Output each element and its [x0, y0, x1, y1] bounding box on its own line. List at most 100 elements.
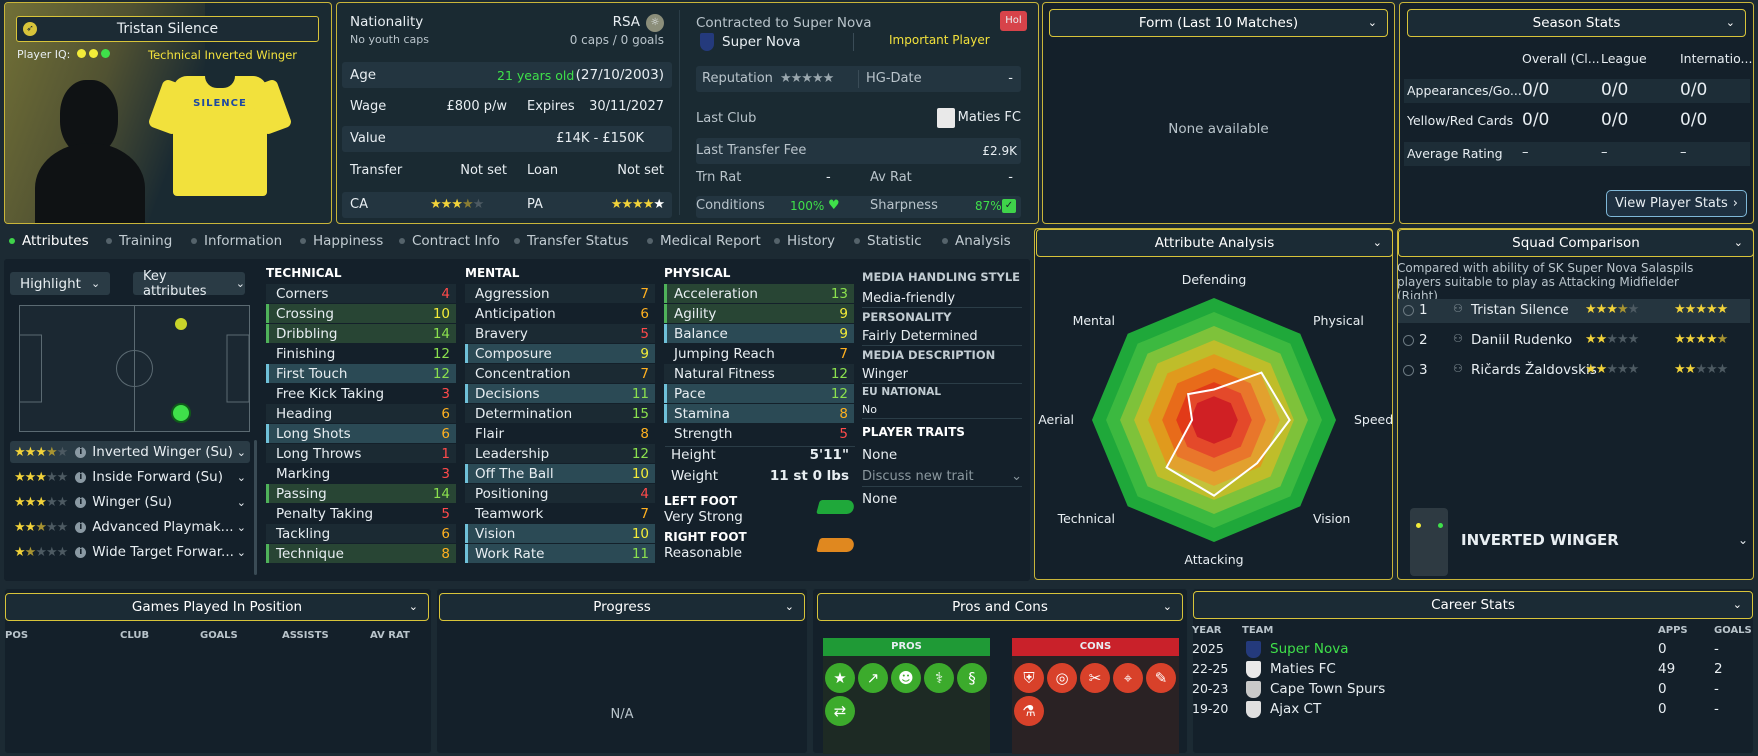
- attribute-row[interactable]: Jumping Reach 7: [664, 344, 854, 363]
- attribute-row[interactable]: First Touch 12: [266, 364, 456, 383]
- attribute-row[interactable]: Flair 8: [465, 424, 655, 443]
- attribute-row[interactable]: Off The Ball 10: [465, 464, 655, 483]
- attribute-row[interactable]: Technique 8: [266, 544, 456, 563]
- crosshair-con-icon[interactable]: ⌖: [1113, 663, 1143, 693]
- swirl-pro-icon[interactable]: §: [957, 663, 987, 693]
- club-name[interactable]: Super Nova: [722, 34, 801, 50]
- attribute-row[interactable]: Determination 15: [465, 404, 655, 423]
- tab-medical-report[interactable]: Medical Report: [647, 233, 761, 249]
- info-icon[interactable]: i: [75, 446, 87, 458]
- attribute-row[interactable]: Work Rate 11: [465, 544, 655, 563]
- attribute-row[interactable]: Finishing 12: [266, 344, 456, 363]
- career-row[interactable]: 19-20 Ajax CT 0 -: [1192, 700, 1752, 720]
- proscons-header[interactable]: Pros and Cons ⌄: [817, 593, 1183, 621]
- attribute-row[interactable]: Positioning 4: [465, 484, 655, 503]
- career-team[interactable]: Ajax CT: [1270, 701, 1322, 717]
- analysis-header[interactable]: Attribute Analysis ⌄: [1036, 229, 1393, 257]
- attribute-row[interactable]: Anticipation 6: [465, 304, 655, 323]
- career-row[interactable]: 2025 Super Nova 0 -: [1192, 640, 1752, 660]
- career-header[interactable]: Career Stats ⌄: [1193, 591, 1753, 619]
- squad-row[interactable]: 3 ⚇ Ričards Žaldovskis ★★★★★ ★★★★★: [1398, 359, 1750, 383]
- role-item[interactable]: ★★★★★ i Wide Target Forwar... ⌄: [10, 541, 250, 563]
- squad-row[interactable]: 1 ⚇ Tristan Silence ★★★★★ ★★★★★: [1398, 299, 1750, 323]
- role-item[interactable]: ★★★★★ i Winger (Su) ⌄: [10, 491, 250, 513]
- role-item[interactable]: ★★★★★ i Inside Forward (Su) ⌄: [10, 466, 250, 488]
- attribute-row[interactable]: Marking 3: [266, 464, 456, 483]
- tab-transfer-status[interactable]: Transfer Status: [514, 233, 629, 249]
- attribute-row[interactable]: Composure 9: [465, 344, 655, 363]
- attribute-row[interactable]: Long Shots 6: [266, 424, 456, 443]
- flask-con-icon[interactable]: ⚗: [1014, 696, 1044, 726]
- tab-analysis[interactable]: Analysis: [942, 233, 1011, 249]
- info-icon[interactable]: i: [75, 546, 87, 558]
- tab-contract-info[interactable]: Contract Info: [399, 233, 500, 249]
- attribute-row[interactable]: Penalty Taking 5: [266, 504, 456, 523]
- career-team[interactable]: Cape Town Spurs: [1270, 681, 1386, 697]
- attribute-row[interactable]: Tackling 6: [266, 524, 456, 543]
- progress-header[interactable]: Progress ⌄: [439, 593, 805, 621]
- attribute-row[interactable]: Vision 10: [465, 524, 655, 543]
- player-status-icon: ➶: [23, 22, 37, 36]
- attribute-row[interactable]: Stamina 8: [664, 404, 854, 423]
- attribute-row[interactable]: Natural Fitness 12: [664, 364, 854, 383]
- attribute-row[interactable]: Passing 14: [266, 484, 456, 503]
- attribute-row[interactable]: Bravery 5: [465, 324, 655, 343]
- view-player-stats-button[interactable]: View Player Stats ›: [1606, 190, 1747, 217]
- player-name-box[interactable]: ➶ Tristan Silence: [16, 16, 319, 42]
- squad-row[interactable]: 2 ⚇ Daniil Rudenko ★★★★★ ★★★★★: [1398, 329, 1750, 353]
- career-team[interactable]: Maties FC: [1270, 661, 1336, 677]
- role-item[interactable]: ★★★★★ i Advanced Playmak... ⌄: [10, 516, 250, 538]
- season-header[interactable]: Season Stats ⌄: [1407, 9, 1746, 37]
- tab-training[interactable]: Training: [106, 233, 172, 249]
- tab-information[interactable]: Information: [191, 233, 282, 249]
- career-team[interactable]: Super Nova: [1270, 641, 1349, 657]
- trend-pro-icon[interactable]: ↗: [858, 663, 888, 693]
- last-club-name[interactable]: Maties FC: [957, 110, 1021, 125]
- attribute-row[interactable]: Leadership 12: [465, 444, 655, 463]
- attribute-row[interactable]: Balance 9: [664, 324, 854, 343]
- attribute-row[interactable]: Corners 4: [266, 284, 456, 303]
- tab-statistic[interactable]: Statistic: [854, 233, 922, 249]
- info-icon[interactable]: i: [75, 496, 87, 508]
- tab-happiness[interactable]: Happiness: [300, 233, 383, 249]
- attribute-row[interactable]: Agility 9: [664, 304, 854, 323]
- attribute-row[interactable]: Decisions 11: [465, 384, 655, 403]
- attribute-row[interactable]: Strength 5: [664, 424, 854, 443]
- attribute-row[interactable]: Long Throws 1: [266, 444, 456, 463]
- attribute-row[interactable]: Free Kick Taking 3: [266, 384, 456, 403]
- tab-attributes[interactable]: Attributes: [9, 233, 89, 249]
- squad-header[interactable]: Squad Comparison ⌄: [1398, 229, 1754, 257]
- target-con-icon[interactable]: ◎: [1047, 663, 1077, 693]
- career-year: 20-23: [1192, 681, 1229, 696]
- broken-con-icon[interactable]: ✂: [1080, 663, 1110, 693]
- attribute-row[interactable]: Dribbling 14: [266, 324, 456, 343]
- attribute-row[interactable]: Concentration 7: [465, 364, 655, 383]
- shield-con-icon[interactable]: ⛨: [1014, 663, 1044, 693]
- attribute-row[interactable]: Aggression 7: [465, 284, 655, 303]
- key-attributes-dropdown[interactable]: Key attributes ⌄: [133, 269, 245, 299]
- highlight-dropdown[interactable]: Highlight ⌄: [10, 272, 110, 295]
- hol-badge[interactable]: Hol: [1000, 11, 1027, 31]
- discuss-trait-dropdown[interactable]: Discuss new trait ⌄: [862, 465, 1022, 487]
- attribute-row[interactable]: Pace 12: [664, 384, 854, 403]
- head-pro-icon[interactable]: ☻: [891, 663, 921, 693]
- boots-pro-icon[interactable]: ⇄: [825, 696, 855, 726]
- info-icon[interactable]: i: [75, 471, 87, 483]
- role-item[interactable]: ★★★★★ i Inverted Winger (Su) ⌄: [10, 441, 250, 463]
- transfer-fee-row: Last Transfer Fee £2.9K: [696, 138, 1021, 164]
- info-icon[interactable]: i: [75, 521, 87, 533]
- games-header[interactable]: Games Played In Position ⌄: [5, 593, 429, 621]
- career-row[interactable]: 20-23 Cape Town Spurs 0 -: [1192, 680, 1752, 700]
- chevron-down-icon[interactable]: ⌄: [1738, 533, 1749, 547]
- star-pro-icon[interactable]: ★: [825, 663, 855, 693]
- bandage-pro-icon[interactable]: ⚕: [924, 663, 954, 693]
- tab-history[interactable]: History: [774, 233, 835, 249]
- media-column: MEDIA HANDLING STYLE Media-friendly PERS…: [862, 270, 1022, 509]
- form-header[interactable]: Form (Last 10 Matches) ⌄: [1049, 9, 1388, 37]
- career-row[interactable]: 22-25 Maties FC 49 2: [1192, 660, 1752, 680]
- attribute-row[interactable]: Teamwork 7: [465, 504, 655, 523]
- attribute-row[interactable]: Crossing 10: [266, 304, 456, 323]
- attribute-row[interactable]: Heading 6: [266, 404, 456, 423]
- notes-con-icon[interactable]: ✎: [1146, 663, 1176, 693]
- attribute-row[interactable]: Acceleration 13: [664, 284, 854, 303]
